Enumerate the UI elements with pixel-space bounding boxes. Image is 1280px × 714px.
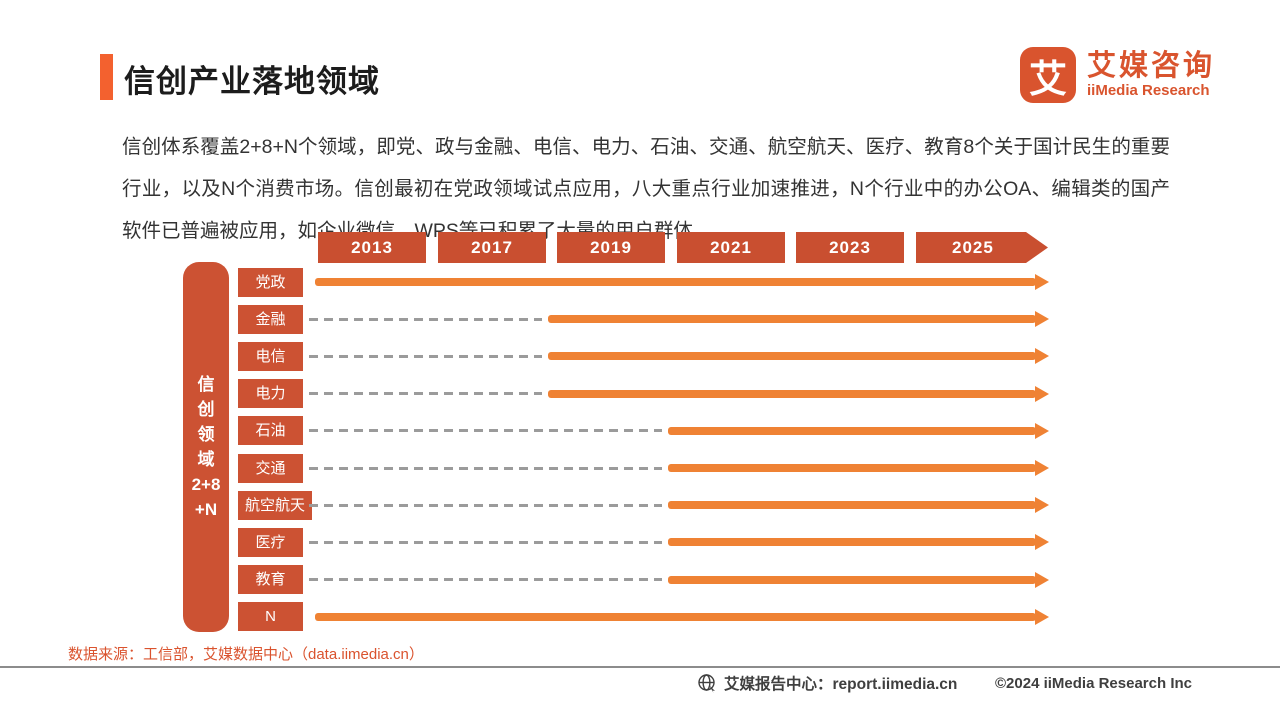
timeline-arrow-segment xyxy=(548,348,1049,364)
timeline-dashed-segment xyxy=(309,355,542,358)
axis-label-line: 信 xyxy=(197,375,215,394)
row-label-航空航天: 航空航天 xyxy=(238,491,313,520)
timeline-dashed-segment xyxy=(309,318,542,321)
timeline-arrow-segment xyxy=(668,497,1049,513)
globe-cursor-icon xyxy=(697,673,717,693)
year-marker-2021: 2021 xyxy=(677,232,785,263)
timeline-chart: 信 创 领 域 2+8 +N 2013 2017 2019 2021 2023 2025 党… xyxy=(0,228,1280,640)
footer-report-center-text: 艾媒报告中心：report.iimedia.cn xyxy=(724,676,958,693)
axis-label-line: 域 xyxy=(197,450,215,469)
timeline-dashed-segment xyxy=(309,578,662,581)
timeline-arrow-segment xyxy=(315,609,1049,625)
brand-name-en: iiMedia Research xyxy=(1087,82,1210,99)
timeline-arrow-segment xyxy=(668,572,1049,588)
axis-label-line: +N xyxy=(194,500,218,519)
timeline-dashed-segment xyxy=(309,504,662,507)
timeline-arrow-segment xyxy=(668,423,1049,439)
axis-label-line: 2+8 xyxy=(191,475,221,494)
timeline-arrow-segment xyxy=(548,386,1049,402)
intro-paragraph: 信创体系覆盖2+8+N个领域，即党、政与金融、电信、电力、石油、交通、航空航天、… xyxy=(122,136,1170,242)
timeline-arrow-segment xyxy=(548,311,1049,327)
year-marker-2013: 2013 xyxy=(318,232,426,263)
year-marker-2019: 2019 xyxy=(557,232,665,263)
row-label-N: N xyxy=(238,602,303,631)
axis-label-line: 领 xyxy=(197,425,215,444)
year-marker-2023: 2023 xyxy=(796,232,904,263)
footer-copyright: ©2024 iiMedia Research Inc xyxy=(995,675,1192,692)
timeline-arrow-segment xyxy=(315,274,1049,290)
row-label-教育: 教育 xyxy=(238,565,303,594)
axis-category-bar: 信 创 领 域 2+8 +N xyxy=(183,262,229,632)
page-title: 信创产业落地领域 xyxy=(124,64,380,99)
row-label-石油: 石油 xyxy=(238,416,303,445)
timeline-arrow-segment xyxy=(668,460,1049,476)
row-label-金融: 金融 xyxy=(238,305,303,334)
timeline-arrow-segment xyxy=(668,534,1049,550)
timeline-dashed-segment xyxy=(309,392,542,395)
row-label-电力: 电力 xyxy=(238,379,303,408)
row-label-电信: 电信 xyxy=(238,342,303,371)
year-marker-2017: 2017 xyxy=(438,232,546,263)
axis-label-line: 创 xyxy=(197,400,215,419)
year-marker-2025: 2025 xyxy=(916,232,1048,263)
footer-divider xyxy=(0,666,1280,668)
iimedia-logo-text: 艾媒咨询 iiMedia Research xyxy=(1087,50,1215,100)
row-label-交通: 交通 xyxy=(238,454,303,483)
footer-report-center: 艾媒报告中心：report.iimedia.cn xyxy=(697,672,957,694)
row-label-医疗: 医疗 xyxy=(238,528,303,557)
row-label-党政: 党政 xyxy=(238,268,303,297)
timeline-dashed-segment xyxy=(309,467,662,470)
timeline-dashed-segment xyxy=(309,429,662,432)
brand-name-cn: 艾媒咨询 xyxy=(1087,50,1216,82)
iimedia-logo: 艾 艾媒咨询 iiMedia Research xyxy=(1020,47,1215,103)
iimedia-logo-icon: 艾 xyxy=(1020,47,1076,103)
data-source-note: 数据来源：工信部，艾媒数据中心（data.iimedia.cn） xyxy=(68,646,424,663)
title-accent-bar xyxy=(100,54,113,100)
timeline-dashed-segment xyxy=(309,541,662,544)
